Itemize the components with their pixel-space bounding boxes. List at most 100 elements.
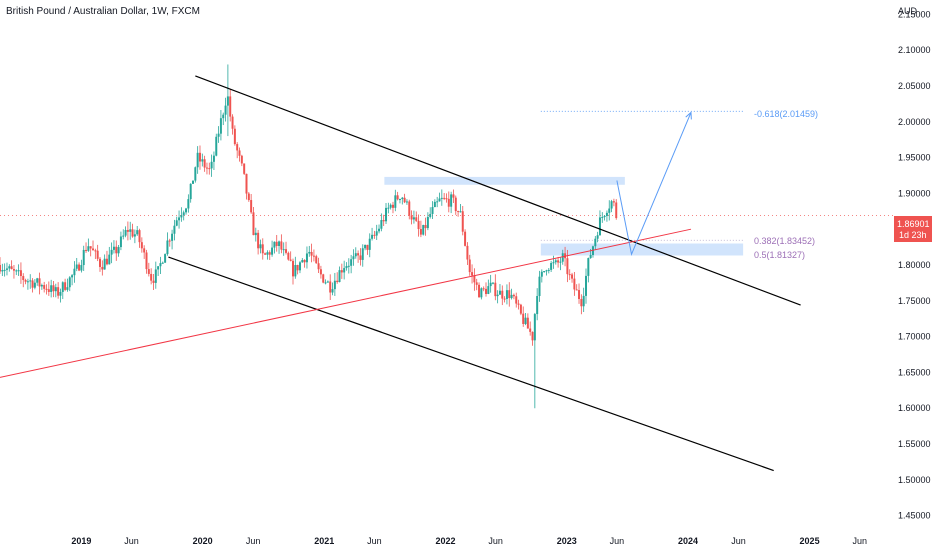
candle-body xyxy=(94,250,97,252)
candle-body xyxy=(340,270,343,273)
price-label-box xyxy=(894,216,932,242)
candle-body xyxy=(240,155,243,164)
candle-body xyxy=(143,248,146,253)
candle-body xyxy=(92,248,95,251)
candle-body xyxy=(459,211,462,213)
resistance-zone xyxy=(384,176,625,185)
candle-body xyxy=(419,229,422,235)
candle-body xyxy=(433,201,436,208)
candle-body xyxy=(380,220,383,229)
currency-label: AUD xyxy=(898,6,918,16)
candle-body xyxy=(259,244,262,249)
candle-body xyxy=(245,173,248,194)
candle-body xyxy=(126,229,129,232)
candle-body xyxy=(408,201,411,216)
candle-body xyxy=(138,230,141,243)
candle-body xyxy=(24,280,27,282)
candle-body xyxy=(612,201,615,203)
candle-body xyxy=(552,262,555,264)
candle-body xyxy=(103,258,106,270)
candle-body xyxy=(33,282,36,288)
candle-body xyxy=(150,273,153,281)
candle-body xyxy=(561,253,564,262)
candle-body xyxy=(491,282,494,284)
candle-body xyxy=(524,317,527,324)
x-tick-label: Jun xyxy=(367,536,382,546)
candle-body xyxy=(450,194,453,207)
candle-body xyxy=(78,264,81,271)
candle-body xyxy=(431,207,434,214)
candle-body xyxy=(594,238,597,247)
candle-body xyxy=(208,168,211,170)
candle-body xyxy=(124,229,127,236)
candle-body xyxy=(410,215,413,220)
candle-body xyxy=(108,254,111,265)
support-zone xyxy=(540,243,744,256)
candle-body xyxy=(73,268,76,276)
candle-body xyxy=(545,270,548,272)
candle-body xyxy=(447,198,450,207)
candle-body xyxy=(345,266,348,269)
candle-body xyxy=(43,285,46,289)
candle-body xyxy=(496,294,499,297)
candle-body xyxy=(615,202,618,219)
candle-body xyxy=(436,201,439,203)
candle-body xyxy=(603,215,606,218)
candle-body xyxy=(119,236,122,248)
candle-body xyxy=(122,235,125,237)
price-label-group: 1.86901 1d 23h xyxy=(894,216,932,242)
y-tick-label: 1.75000 xyxy=(898,296,931,306)
candle-body xyxy=(154,269,157,283)
candle-body xyxy=(115,246,118,254)
candle-body xyxy=(575,289,578,291)
x-tick-label: 2020 xyxy=(193,536,213,546)
candle-body xyxy=(8,266,11,269)
candle-body xyxy=(373,234,376,236)
candle-body xyxy=(489,282,492,287)
candle-body xyxy=(605,212,608,216)
candle-body xyxy=(522,313,525,324)
candle-body xyxy=(375,231,378,236)
candle-body xyxy=(464,231,467,246)
candle-body xyxy=(429,213,432,217)
candle-body xyxy=(147,269,150,274)
candle-body xyxy=(110,249,113,255)
candle-body xyxy=(10,266,13,270)
candle-body xyxy=(498,290,501,295)
candle-body xyxy=(589,254,592,259)
channel-upper-line xyxy=(195,75,801,306)
candle-body xyxy=(292,260,295,277)
fib-target-label: -0.618(2.01459) xyxy=(754,109,818,119)
candle-body xyxy=(75,264,78,269)
candle-body xyxy=(254,232,257,236)
zones-layer xyxy=(0,110,894,256)
candle-body xyxy=(578,290,581,300)
candle-body xyxy=(26,281,29,283)
candle-body xyxy=(473,275,476,283)
candle-body xyxy=(173,225,176,234)
candle-body xyxy=(96,250,99,259)
candle-body xyxy=(398,199,401,201)
candle-body xyxy=(319,269,322,275)
x-axis: 2019 Jun 2020 Jun 2021 Jun 2022 Jun 2023 Jun 2024 J… xyxy=(71,536,867,546)
candle-body xyxy=(238,150,241,156)
candle-body xyxy=(161,262,164,264)
candle-body xyxy=(557,260,560,263)
candle-body xyxy=(168,240,171,242)
candle-body xyxy=(331,289,334,293)
candle-body xyxy=(531,331,534,341)
y-tick-label: 2.10000 xyxy=(898,45,931,55)
x-tick-label: 2025 xyxy=(800,536,820,546)
candle-body xyxy=(303,259,306,263)
candle-body xyxy=(315,256,318,264)
candle-body xyxy=(301,259,304,263)
candle-body xyxy=(598,217,601,236)
candle-body xyxy=(547,269,550,271)
channel-lower-line xyxy=(168,256,774,472)
candle-body xyxy=(338,270,341,283)
candle-body xyxy=(266,252,269,255)
candle-body xyxy=(417,220,420,230)
candle-body xyxy=(36,278,39,283)
candle-body xyxy=(573,278,576,290)
